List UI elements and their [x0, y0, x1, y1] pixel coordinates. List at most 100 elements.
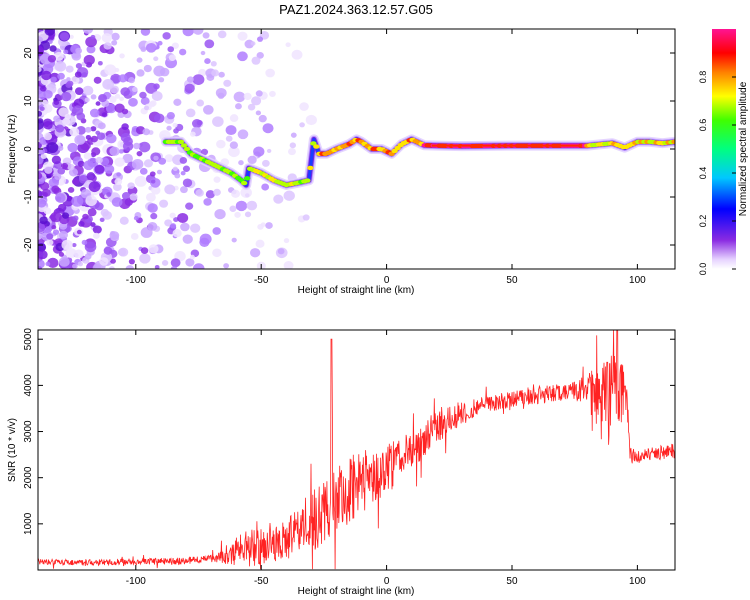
x-tick-label: -100 — [126, 576, 146, 587]
y-tick-label: 20 — [23, 47, 34, 59]
noise-blob — [172, 122, 178, 128]
noise-blob — [92, 232, 100, 239]
noise-blob — [99, 257, 109, 266]
noise-blob — [159, 67, 170, 77]
noise-blob — [38, 40, 41, 46]
noise-blob — [77, 160, 85, 167]
noise-blob — [106, 192, 112, 197]
noise-blob — [164, 219, 173, 227]
noise-blob — [102, 79, 114, 90]
noise-blob — [182, 178, 193, 188]
noise-blob — [43, 132, 53, 141]
noise-blob — [69, 34, 74, 39]
colorbar-tick-label: 0.2 — [698, 215, 708, 228]
noise-blob — [53, 115, 61, 123]
noise-blob — [111, 40, 118, 46]
noise-blob — [192, 74, 205, 85]
ridge-peak — [304, 178, 311, 183]
noise-blob — [85, 36, 97, 48]
noise-blob — [139, 167, 148, 175]
noise-blob — [147, 221, 158, 231]
noise-blob — [43, 207, 52, 215]
noise-blob — [103, 246, 113, 255]
noise-blob — [212, 227, 221, 235]
noise-blob — [223, 79, 232, 87]
noise-blob — [192, 29, 204, 35]
noise-blob — [98, 94, 108, 103]
noise-blob — [69, 127, 80, 137]
y-tick-label: 10 — [23, 95, 34, 107]
noise-blob — [38, 110, 43, 117]
colorbar-tick-label: 0.8 — [698, 71, 708, 84]
noise-blob — [38, 250, 48, 260]
noise-blob — [94, 202, 104, 211]
noise-blob — [283, 238, 290, 244]
noise-blob — [180, 170, 186, 176]
noise-blob — [182, 165, 191, 173]
noise-blob — [186, 76, 194, 83]
noise-blob — [127, 182, 135, 189]
noise-blob — [140, 29, 151, 36]
x-tick-label: 0 — [384, 275, 390, 286]
ridge-peak — [307, 165, 314, 171]
noise-blob — [82, 85, 94, 96]
noise-blob — [237, 129, 249, 140]
noise-blob — [142, 128, 151, 136]
noise-blob — [83, 160, 94, 171]
noise-blob — [90, 34, 96, 40]
noise-blob — [145, 82, 158, 94]
noise-blob — [54, 193, 66, 203]
noise-blob — [73, 249, 84, 259]
noise-blob — [139, 253, 151, 264]
noise-blob — [170, 265, 178, 269]
noise-blob — [134, 175, 147, 187]
noise-blob — [85, 126, 92, 133]
noise-blob — [38, 172, 43, 180]
noise-blob — [39, 85, 47, 92]
colorbar-tick-label: 0.0 — [698, 263, 708, 276]
noise-blob — [121, 191, 131, 200]
noise-blob — [256, 52, 264, 59]
noise-blob — [114, 93, 121, 99]
noise-blob — [40, 153, 47, 160]
noise-blob — [81, 239, 88, 245]
colorbar-label: Normalized spectral amplitude — [738, 81, 749, 216]
x-tick-label: 100 — [629, 576, 646, 587]
noise-blob — [94, 164, 105, 174]
noise-blob — [246, 200, 258, 211]
noise-blob — [84, 241, 97, 253]
noise-blob — [180, 222, 190, 232]
noise-blob — [95, 101, 101, 106]
noise-blob — [41, 188, 51, 197]
noise-blob — [58, 251, 65, 257]
noise-blob — [67, 163, 75, 171]
noise-blob — [203, 198, 212, 206]
noise-blob — [103, 42, 112, 50]
noise-blob — [133, 215, 139, 221]
noise-blob — [164, 154, 174, 163]
noise-blob — [111, 197, 123, 207]
noise-blob — [116, 172, 122, 177]
noise-blob — [164, 184, 176, 195]
noise-blob — [97, 61, 103, 66]
noise-blob — [95, 130, 101, 135]
noise-blob — [170, 258, 181, 268]
noise-blob — [265, 68, 275, 78]
heatmap-noise — [38, 29, 317, 269]
noise-blob — [128, 258, 135, 265]
noise-blob — [72, 242, 77, 248]
noise-blob — [93, 76, 102, 84]
x-tick-label: -100 — [126, 275, 146, 286]
noise-blob — [118, 149, 124, 154]
snr-series-line — [38, 330, 675, 570]
noise-blob — [121, 123, 129, 130]
noise-blob — [88, 181, 101, 193]
noise-blob — [288, 147, 296, 156]
noise-blob — [46, 239, 54, 246]
noise-blob — [71, 178, 80, 185]
noise-blob — [61, 162, 69, 170]
noise-blob — [302, 214, 310, 221]
noise-blob — [50, 211, 62, 223]
noise-blob — [108, 266, 115, 269]
noise-blob — [43, 90, 53, 99]
